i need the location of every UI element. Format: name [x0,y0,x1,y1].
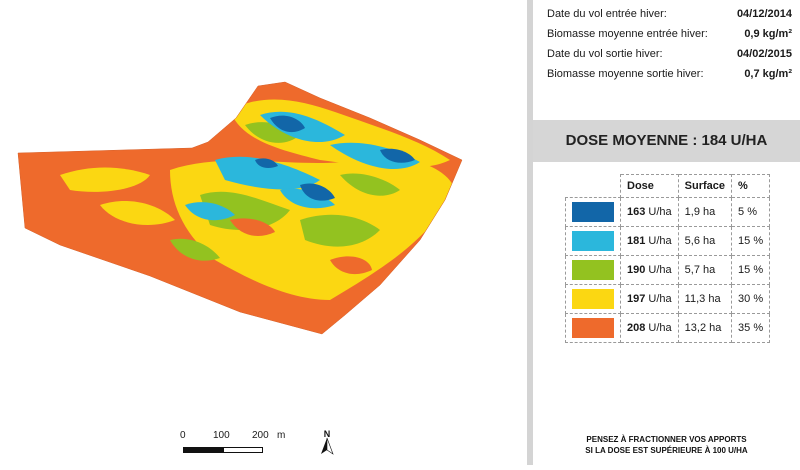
legend-pct: 35 % [731,313,771,343]
legend-pct: 5 % [731,197,771,227]
north-arrow-icon: N [318,428,336,456]
info-value: 04/12/2014 [736,8,792,20]
legend-surface: 5,6 ha [677,226,733,256]
info-value: 04/02/2015 [736,48,792,60]
legend-header-blank [565,174,621,198]
legend-row: 190 U/ha 5,7 ha 15 % [565,255,771,285]
legend-pct: 30 % [731,284,771,314]
legend-surface: 1,9 ha [677,197,733,227]
info-row-biomasse-sortie: Biomasse moyenne sortie hiver: 0,7 kg/m² [547,66,792,82]
info-row-biomasse-entree: Biomasse moyenne entrée hiver: 0,9 kg/m² [547,26,792,42]
dose-moyenne-banner: DOSE MOYENNE : 184 U/HA [533,120,800,162]
legend-swatch-197 [572,289,614,309]
info-label: Biomasse moyenne sortie hiver: [547,68,704,80]
fractionner-footnote: PENSEZ À FRACTIONNER VOS APPORTS SI LA D… [533,434,800,456]
legend-row: 163 U/ha 1,9 ha 5 % [565,197,771,227]
info-panel: Date du vol entrée hiver: 04/12/2014 Bio… [533,0,800,465]
info-row-date-sortie: Date du vol sortie hiver: 04/02/2015 [547,46,792,62]
map-view[interactable]: 0 100 200 m N [0,0,527,465]
legend-dose-value: 208 [627,322,646,334]
info-label: Date du vol sortie hiver: [547,48,663,60]
legend-dose-unit: U/ha [648,264,672,276]
legend-dose-unit: U/ha [648,293,672,305]
legend-swatch-208 [572,318,614,338]
info-row-date-entree: Date du vol entrée hiver: 04/12/2014 [547,6,792,22]
dose-legend-table: Dose Surface % 163 U/ha 1,9 ha 5 % 181 U… [565,174,771,343]
legend-surface: 13,2 ha [677,313,733,343]
legend-header-dose: Dose [620,174,679,198]
info-value: 0,7 kg/m² [744,68,792,80]
legend-dose-unit: U/ha [648,206,672,218]
legend-dose-unit: U/ha [648,322,672,334]
footnote-line-1: PENSEZ À FRACTIONNER VOS APPORTS [586,435,747,444]
legend-dose-value: 181 [627,235,646,247]
legend-pct: 15 % [731,226,771,256]
legend-dose-value: 163 [627,206,646,218]
info-label: Biomasse moyenne entrée hiver: [547,28,708,40]
info-value: 0,9 kg/m² [744,28,792,40]
legend-row: 181 U/ha 5,6 ha 15 % [565,226,771,256]
legend-row: 197 U/ha 11,3 ha 30 % [565,284,771,314]
scale-label-100: 100 [213,430,230,441]
legend-pct: 15 % [731,255,771,285]
svg-text:N: N [324,429,331,439]
scale-label-200: 200 [252,430,269,441]
scale-label-0: 0 [180,430,186,441]
panel-divider [527,0,533,465]
legend-swatch-181 [572,231,614,251]
legend-dose-unit: U/ha [648,235,672,247]
legend-surface: 11,3 ha [677,284,733,314]
legend-row: 208 U/ha 13,2 ha 35 % [565,313,771,343]
legend-dose-value: 197 [627,293,646,305]
footnote-line-2: SI LA DOSE EST SUPÉRIEURE À 100 U/HA [585,446,748,455]
scale-unit: m [277,430,286,441]
legend-header-surface: Surface [677,174,733,198]
info-label: Date du vol entrée hiver: [547,8,667,20]
legend-swatch-163 [572,202,614,222]
legend-dose-value: 190 [627,264,646,276]
field-modulation-map [17,81,463,335]
legend-swatch-190 [572,260,614,280]
legend-header-pct: % [731,174,771,198]
legend-surface: 5,7 ha [677,255,733,285]
